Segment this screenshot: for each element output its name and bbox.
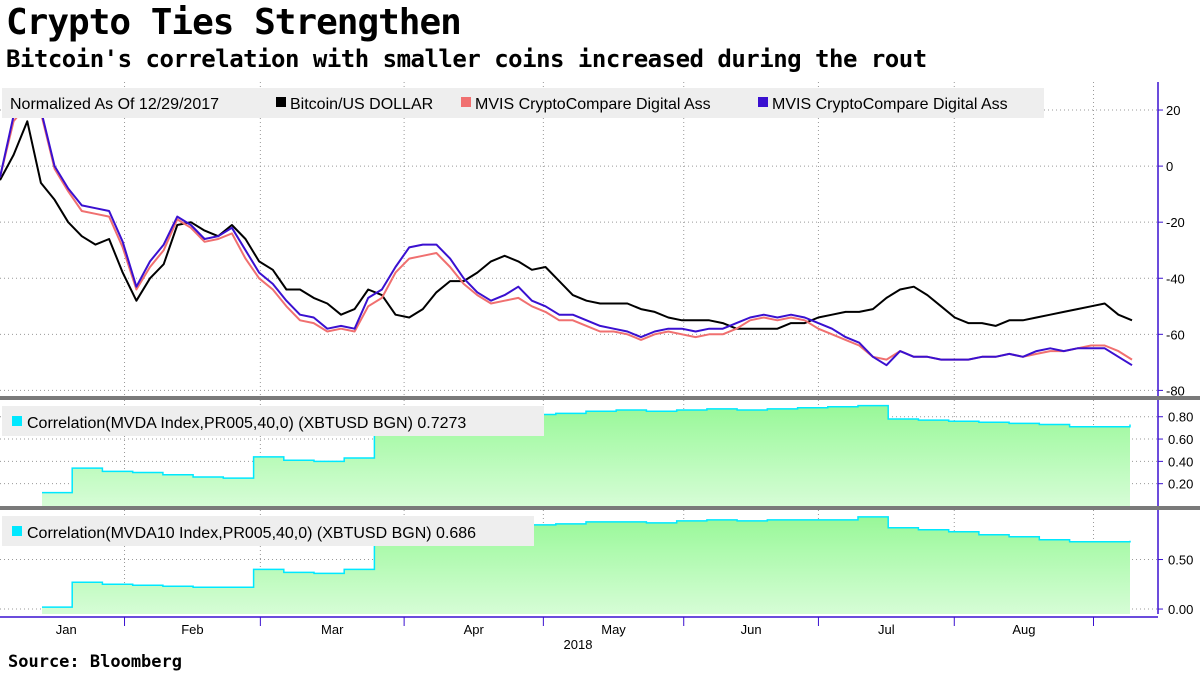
corr-legend-label-1: Correlation(MVDA Index,PR005,40,0) (XBTU… bbox=[27, 415, 466, 432]
x-month-label: Mar bbox=[321, 622, 344, 637]
price-ytick-label: 0 bbox=[1166, 159, 1173, 174]
corr-ytick-label: 0.80 bbox=[1168, 410, 1193, 425]
price-ytick-label: -40 bbox=[1166, 271, 1185, 286]
legend-item-1: MVIS CryptoCompare Digital Ass bbox=[475, 96, 711, 113]
legend-normalized-label: Normalized As Of 12/29/2017 bbox=[10, 96, 219, 113]
corr-legend-swatch-2 bbox=[12, 526, 22, 536]
corr-ytick-label: 0.60 bbox=[1168, 432, 1193, 447]
corr-ytick-label: 0.40 bbox=[1168, 454, 1193, 469]
x-month-label: May bbox=[601, 622, 626, 637]
corr-area-2 bbox=[42, 516, 1130, 614]
price-ytick-label: -60 bbox=[1166, 327, 1185, 342]
x-month-label: Aug bbox=[1012, 622, 1035, 637]
corr-ytick-label: 0.20 bbox=[1168, 477, 1193, 492]
x-year-label: 2018 bbox=[564, 637, 593, 652]
x-month-label: Jan bbox=[56, 622, 77, 637]
legend-swatch-1 bbox=[461, 97, 471, 107]
legend-item-0: Bitcoin/US DOLLAR bbox=[290, 96, 433, 113]
x-month-label: Apr bbox=[464, 622, 485, 637]
corr-area-1 bbox=[42, 405, 1130, 506]
legend-swatch-0 bbox=[276, 97, 286, 107]
corr-line-1 bbox=[42, 404, 1131, 494]
corr-line-2 bbox=[42, 516, 1131, 608]
x-month-label: Jul bbox=[878, 622, 895, 637]
price-ytick-label: -20 bbox=[1166, 215, 1185, 230]
corr-legend-1 bbox=[2, 406, 544, 436]
corr-ytick-label: 0.50 bbox=[1168, 553, 1193, 568]
chart-title: Crypto Ties Strengthen bbox=[6, 2, 462, 43]
series-line-0 bbox=[0, 120, 1133, 330]
chart-subtitle: Bitcoin's correlation with smaller coins… bbox=[6, 45, 927, 73]
price-ytick-label: -80 bbox=[1166, 383, 1185, 398]
corr-ytick-label: 0.00 bbox=[1168, 602, 1193, 617]
x-month-label: Jun bbox=[741, 622, 762, 637]
x-month-label: Feb bbox=[181, 622, 203, 637]
price-legend bbox=[2, 88, 1044, 118]
legend-item-2: MVIS CryptoCompare Digital Ass bbox=[772, 96, 1008, 113]
corr-legend-2 bbox=[2, 516, 534, 546]
series-line-2 bbox=[0, 95, 1133, 367]
price-ytick-label: 20 bbox=[1166, 103, 1180, 118]
source-note: Source: Bloomberg bbox=[8, 652, 182, 672]
corr-legend-swatch-1 bbox=[12, 416, 22, 426]
panel-separator bbox=[0, 396, 1200, 400]
corr-legend-label-2: Correlation(MVDA10 Index,PR005,40,0) (XB… bbox=[27, 525, 476, 542]
panel-separator bbox=[0, 506, 1200, 510]
legend-swatch-2 bbox=[758, 97, 768, 107]
